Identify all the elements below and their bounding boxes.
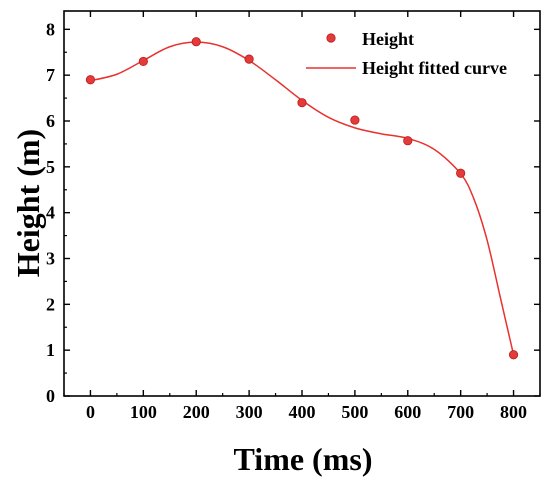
x-tick-label: 300 — [236, 402, 263, 422]
height-point — [244, 54, 254, 64]
height-point — [138, 56, 148, 67]
tick-labels: 0 100 200 300 400 500 600 700 800 0 1 2 3 4 5 6 7 8 — [46, 19, 527, 422]
y-tick-label: 3 — [46, 249, 55, 269]
legend: Height Height fitted curve — [306, 29, 507, 78]
y-tick-label: 6 — [46, 111, 55, 131]
y-tick-label: 5 — [46, 157, 55, 177]
height-point — [403, 136, 413, 146]
y-tick-label: 2 — [46, 294, 55, 314]
x-axis-title: Time (ms) — [234, 441, 373, 477]
y-tick-label: 0 — [46, 386, 55, 406]
axis-ticks — [63, 11, 541, 397]
height-point — [85, 75, 96, 85]
legend-height-label: Height — [362, 29, 414, 49]
x-tick-label: 100 — [130, 402, 157, 422]
height-point — [456, 168, 466, 178]
x-tick-label: 400 — [289, 402, 316, 422]
legend-fitted-curve-label: Height fitted curve — [362, 58, 507, 78]
y-tick-label: 1 — [46, 340, 55, 360]
height-point — [350, 115, 360, 125]
x-tick-label: 0 — [86, 402, 95, 422]
fitted-curve-line — [90, 41, 515, 355]
height-point — [508, 350, 519, 360]
plot-marks — [85, 37, 519, 360]
y-axis-title: Height (m) — [10, 129, 46, 277]
x-tick-label: 700 — [447, 402, 474, 422]
x-tick-label: 500 — [341, 402, 368, 422]
x-tick-label: 200 — [183, 402, 210, 422]
x-tick-label: 800 — [500, 402, 527, 422]
y-tick-label: 4 — [46, 203, 55, 223]
y-tick-label: 7 — [46, 65, 55, 85]
height-point — [191, 37, 201, 47]
legend-height-marker — [326, 33, 336, 43]
height-point — [297, 98, 307, 108]
y-tick-label: 8 — [46, 19, 55, 39]
x-tick-label: 600 — [394, 402, 421, 422]
